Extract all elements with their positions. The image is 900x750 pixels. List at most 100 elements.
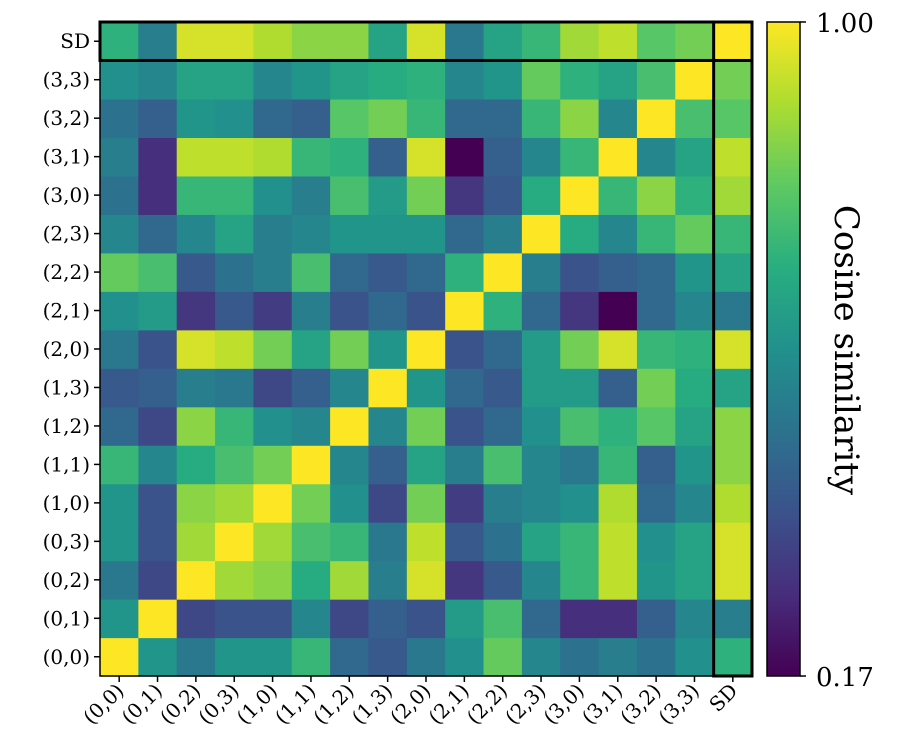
heatmap-cell xyxy=(483,406,523,446)
heatmap-cell xyxy=(253,137,293,177)
heatmap-cell xyxy=(521,329,561,369)
y-tick-label: (3,1) xyxy=(43,145,90,169)
heatmap-cell xyxy=(215,483,255,523)
heatmap-cell xyxy=(636,214,676,254)
heatmap-cell xyxy=(560,214,600,254)
heatmap-cell xyxy=(100,406,139,446)
heatmap-cell xyxy=(713,60,753,100)
heatmap-cell xyxy=(445,22,485,62)
heatmap-cell xyxy=(483,483,523,523)
heatmap-cell xyxy=(675,22,715,62)
x-tick-label: (0,3) xyxy=(193,679,244,730)
heatmap-cell xyxy=(253,599,293,639)
x-tick-label: (2,3) xyxy=(500,679,551,730)
heatmap-cell xyxy=(636,368,676,408)
heatmap-cell xyxy=(483,137,523,177)
heatmap-cell xyxy=(176,214,216,254)
heatmap-cell xyxy=(713,214,753,254)
heatmap-cell xyxy=(368,60,408,100)
heatmap-cell xyxy=(445,522,485,562)
y-tick-label: (3,3) xyxy=(43,68,90,92)
heatmap-cell xyxy=(521,291,561,331)
heatmap-cell xyxy=(406,599,446,639)
colorbar-gradient xyxy=(766,21,801,677)
heatmap-cell xyxy=(330,329,370,369)
heatmap-cell xyxy=(368,560,408,600)
heatmap-cell xyxy=(138,368,178,408)
heatmap-cell xyxy=(483,214,523,254)
heatmap-cell xyxy=(330,637,370,677)
heatmap-cell xyxy=(100,137,139,177)
heatmap-cell xyxy=(406,137,446,177)
heatmap-cell xyxy=(253,560,293,600)
heatmap-cell xyxy=(176,522,216,562)
heatmap-cell xyxy=(138,252,178,292)
heatmap-cell xyxy=(560,291,600,331)
heatmap-cell xyxy=(330,599,370,639)
heatmap-cell xyxy=(291,599,331,639)
heatmap-cell xyxy=(521,599,561,639)
heatmap-cell xyxy=(636,406,676,446)
y-tick-label: (2,2) xyxy=(43,260,90,284)
heatmap-cell xyxy=(560,60,600,100)
heatmap-cell xyxy=(330,522,370,562)
heatmap-cell xyxy=(636,175,676,215)
heatmap-cell xyxy=(100,483,139,523)
heatmap-cell xyxy=(291,637,331,677)
y-tick-label: (3,2) xyxy=(43,106,90,130)
heatmap-cell xyxy=(445,329,485,369)
heatmap-cell xyxy=(483,175,523,215)
heatmap-cell xyxy=(406,560,446,600)
y-tick-label: (2,1) xyxy=(43,299,90,323)
heatmap-cell xyxy=(100,445,139,485)
heatmap-cell xyxy=(445,445,485,485)
heatmap-cell xyxy=(368,368,408,408)
heatmap-cell xyxy=(636,560,676,600)
y-tick-label: (0,0) xyxy=(43,645,90,669)
heatmap-cell xyxy=(598,291,638,331)
axis-ticks xyxy=(94,40,734,682)
heatmap-cell xyxy=(253,522,293,562)
heatmap-cell xyxy=(176,137,216,177)
heatmap-cell xyxy=(521,522,561,562)
heatmap-cell xyxy=(100,175,139,215)
heatmap-cell xyxy=(100,22,139,62)
heatmap-cell xyxy=(483,368,523,408)
heatmap-cell xyxy=(176,560,216,600)
heatmap-cell xyxy=(406,406,446,446)
heatmap-cell xyxy=(560,560,600,600)
heatmap-cell xyxy=(291,175,331,215)
heatmap-cell xyxy=(713,599,753,639)
heatmap-cell xyxy=(713,483,753,523)
heatmap-cell xyxy=(675,252,715,292)
heatmap-cell xyxy=(598,406,638,446)
heatmap-cell xyxy=(406,98,446,139)
heatmap-cell xyxy=(675,214,715,254)
heatmap-cell xyxy=(483,445,523,485)
heatmap-cell xyxy=(176,98,216,139)
heatmap-cell xyxy=(368,252,408,292)
heatmap-cell xyxy=(636,291,676,331)
heatmap-cell xyxy=(598,175,638,215)
heatmap-cell xyxy=(138,98,178,139)
heatmap-cell xyxy=(100,214,139,254)
heatmap-cell xyxy=(100,291,139,331)
heatmap-cell xyxy=(636,483,676,523)
x-tick-label: (2,2) xyxy=(462,679,513,730)
heatmap-cell xyxy=(483,22,523,62)
heatmap-cell xyxy=(675,368,715,408)
heatmap-cell xyxy=(713,445,753,485)
heatmap-cell xyxy=(598,522,638,562)
heatmap-cell xyxy=(330,368,370,408)
heatmap-cell xyxy=(521,22,561,62)
heatmap-cell xyxy=(176,599,216,639)
heatmap-cell xyxy=(138,522,178,562)
heatmap-cell xyxy=(100,98,139,139)
x-tick-label: (3,1) xyxy=(577,679,628,730)
heatmap-cell xyxy=(675,483,715,523)
heatmap-cell xyxy=(483,560,523,600)
heatmap-cell xyxy=(291,445,331,485)
x-tick-labels: (0,0)(0,1)(0,2)(0,3)(1,0)(1,1)(1,2)(1,3)… xyxy=(78,679,742,730)
heatmap-cell xyxy=(330,445,370,485)
